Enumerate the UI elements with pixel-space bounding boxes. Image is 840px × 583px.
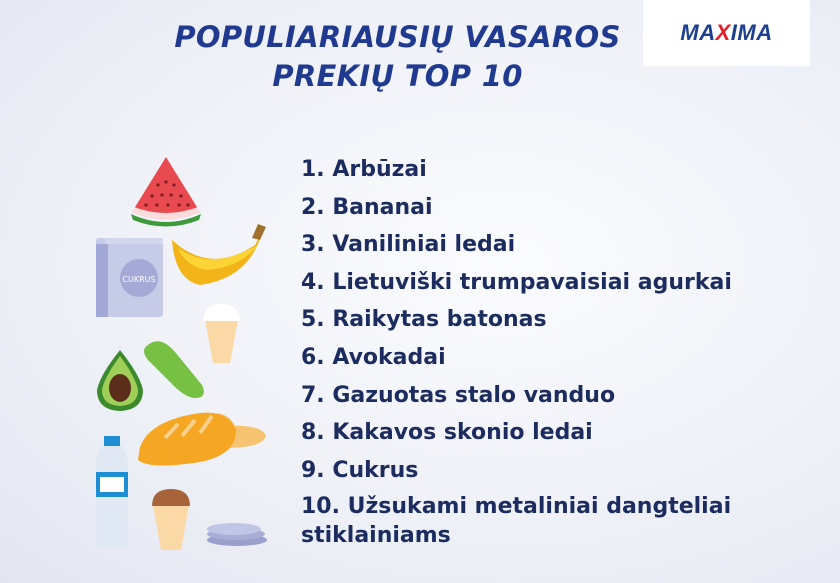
list-item: 9. Cukrus (301, 457, 419, 483)
sugar-label: CUKRUS (122, 275, 155, 284)
list-item: 3. Vaniliniai ledai (301, 232, 516, 258)
page-title: POPULIARIAUSIŲ VASAROS PREKIŲ TOP 10 (150, 18, 645, 96)
water-bottle-icon (95, 436, 129, 548)
list-item: 10. Užsukami metaliniai dangteliai stikl… (301, 494, 732, 549)
vanilla-ice-cream-icon (203, 304, 240, 363)
title-line-1: POPULIARIAUSIŲ VASAROS (174, 20, 621, 54)
title-line-2: PREKIŲ TOP 10 (272, 59, 523, 93)
list-item: 8. Kakavos skonio ledai (301, 420, 593, 446)
list-item: 2. Bananai (301, 194, 433, 220)
top-10-list: 1. Arbūzai 2. Bananai 3. Vaniliniai leda… (301, 154, 761, 549)
bread-icon (138, 412, 266, 466)
sugar-bag-icon: CUKRUS (96, 238, 163, 317)
chocolate-ice-cream-icon (152, 489, 190, 550)
banana-icon (172, 224, 266, 285)
watermelon-icon (131, 157, 201, 227)
list-item: 6. Avokadai (301, 344, 446, 370)
list-item: 4. Lietuviški trumpavaisiai agurkai (301, 269, 732, 295)
list-item: 7. Gazuotas stalo vanduo (301, 382, 616, 408)
logo-text: MAXIMA (680, 20, 773, 45)
avocado-icon (97, 350, 143, 411)
jar-lids-icon (207, 523, 267, 546)
list-item: 5. Raikytas batonas (301, 307, 547, 333)
cucumber-icon (144, 341, 204, 398)
list-item: 1. Arbūzai (301, 157, 427, 182)
maxima-logo: MAXIMA (643, 0, 810, 66)
